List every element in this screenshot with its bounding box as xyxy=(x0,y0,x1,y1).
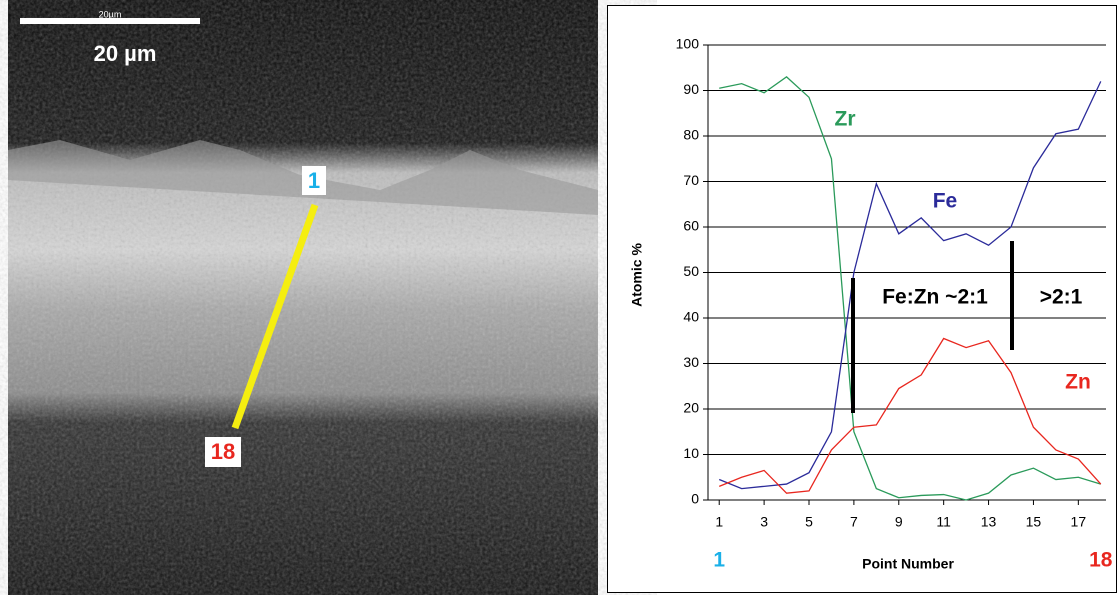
line-scan xyxy=(231,203,319,430)
scale-bar-label: 20µm xyxy=(99,9,122,19)
label-box xyxy=(302,166,326,195)
y-tick-label: 60 xyxy=(683,218,699,234)
x-tick-label: 1 xyxy=(715,514,723,530)
scale-label: 20 µm xyxy=(94,41,157,66)
annotation: >2:1 xyxy=(1040,286,1083,309)
line-end-label: 18 xyxy=(211,439,235,464)
x-tick-label: 13 xyxy=(981,514,997,530)
y-tick-label: 20 xyxy=(683,400,699,416)
x-tick-label: 17 xyxy=(1071,514,1087,530)
series-line xyxy=(718,81,1102,490)
x-tick-label: 9 xyxy=(895,514,903,530)
y-tick-label: 40 xyxy=(683,309,699,325)
y-tick-label: 80 xyxy=(683,127,699,143)
x-axis-label: Point Number xyxy=(862,556,954,572)
series-line xyxy=(719,76,1101,501)
chart-frame xyxy=(607,5,1117,593)
annotation: Fe:Zn ~2:1 xyxy=(882,286,988,309)
x-tick-label: 5 xyxy=(805,514,813,530)
x-tick-label: 7 xyxy=(850,514,858,530)
y-tick-label: 70 xyxy=(683,172,699,188)
y-tick-label: 90 xyxy=(683,81,699,97)
x-tick-label: 3 xyxy=(760,514,768,530)
scale-bar xyxy=(20,18,200,24)
y-tick-label: 30 xyxy=(683,354,699,370)
micrograph: 20µm 20 µm 1 18 xyxy=(8,0,598,595)
series-label: Zn xyxy=(1065,371,1091,394)
y-axis-label: Atomic % xyxy=(629,243,645,307)
series-line xyxy=(718,337,1102,494)
series-label: Zr xyxy=(835,108,856,131)
x-tick-label: 15 xyxy=(1026,514,1042,530)
series-label: Fe xyxy=(933,190,958,213)
x-tick-label: 11 xyxy=(936,514,951,530)
y-tick-label: 0 xyxy=(691,491,699,507)
sem-texture xyxy=(8,0,598,595)
line-start-label: 1 xyxy=(308,168,320,193)
y-tick-label: 10 xyxy=(683,445,699,461)
y-tick-label: 100 xyxy=(676,36,700,52)
label-box xyxy=(205,437,241,467)
y-tick-label: 50 xyxy=(683,263,699,279)
axis-end-label: 18 xyxy=(1089,549,1113,572)
axis-end-label: 1 xyxy=(713,549,725,572)
